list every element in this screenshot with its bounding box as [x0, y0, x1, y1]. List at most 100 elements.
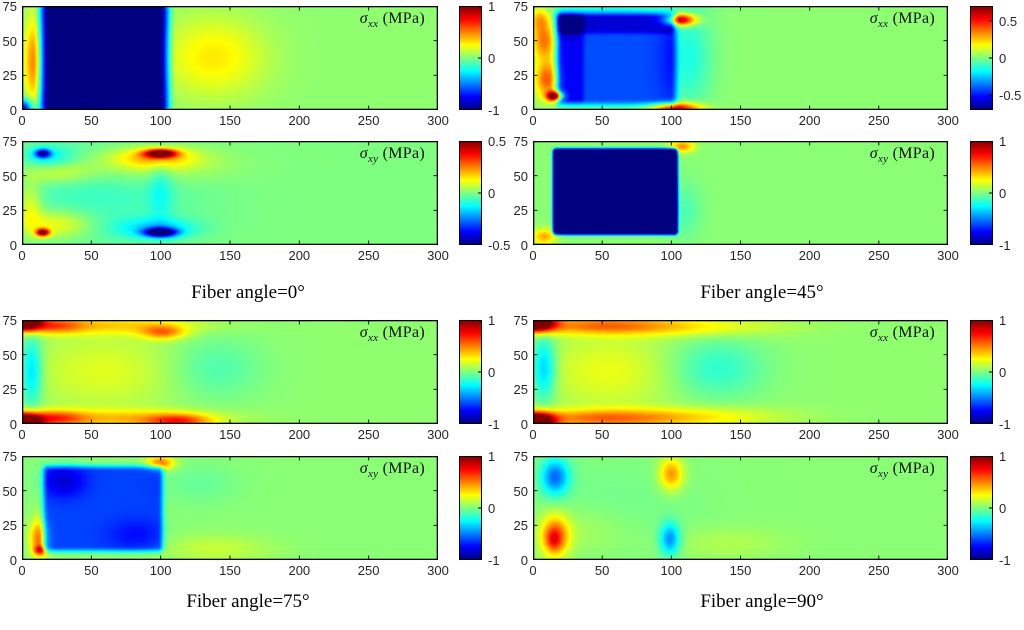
- colorbar-tick-label: -1: [999, 553, 1011, 568]
- x-tick-label: 0: [529, 563, 537, 578]
- heatmap-panel-0deg-sxy: σxy (MPa): [22, 141, 438, 245]
- x-tick-label: 100: [660, 563, 683, 578]
- heatmap-panel-0deg-sxx: σxx (MPa): [22, 6, 438, 110]
- y-tick-label: 75: [2, 0, 17, 14]
- group-caption-0deg: Fiber angle=0°: [191, 282, 305, 303]
- y-tick-label: 0: [9, 553, 17, 568]
- colorbar-75deg-sxy: [459, 456, 482, 560]
- y-tick-label: 50: [513, 347, 528, 363]
- y-tick-label: 50: [513, 168, 528, 184]
- y-tick-label: 25: [2, 382, 17, 398]
- colorbar-tick-label: -1: [488, 553, 500, 568]
- x-tick-label: 300: [427, 427, 449, 442]
- colorbar-tick-label: 1: [488, 313, 496, 328]
- colorbar-0deg-sxy: [459, 141, 482, 245]
- y-tick-label: 75: [2, 134, 17, 149]
- x-tick-label: 150: [729, 563, 752, 578]
- colorbar-tick-label: 0: [488, 365, 496, 380]
- colorbar-tick-label: -1: [488, 103, 500, 118]
- colorbar-0deg-sxx: [459, 6, 482, 110]
- x-tick-label: 150: [729, 113, 752, 128]
- heatmap-panel-45deg-sxy: σxy (MPa): [533, 141, 948, 245]
- y-tick-label: 75: [2, 449, 17, 464]
- heatmap-canvas-75deg-sxy: [22, 456, 438, 560]
- colorbar-75deg-sxx: [459, 320, 482, 424]
- colorbar-tick-label: 0: [999, 186, 1007, 201]
- y-tick-label: 0: [520, 417, 528, 432]
- panel-title: σxx (MPa): [869, 10, 935, 31]
- heatmap-canvas-0deg-sxx: [22, 6, 438, 110]
- y-tick-label: 25: [513, 518, 528, 534]
- colorbar-tick-label: 0: [999, 501, 1007, 516]
- y-tick-label: 50: [2, 347, 17, 363]
- x-tick-label: 100: [149, 113, 172, 128]
- colorbar-tick-label: 1: [999, 313, 1007, 328]
- colorbar-tick-label: 1: [488, 449, 496, 464]
- x-tick-label: 50: [594, 113, 610, 128]
- x-tick-label: 250: [357, 563, 380, 578]
- x-tick-label: 100: [660, 427, 683, 442]
- x-tick-label: 200: [798, 427, 821, 442]
- y-tick-label: 50: [2, 483, 17, 499]
- group-caption-45deg: Fiber angle=45°: [700, 282, 824, 303]
- heatmap-panel-75deg-sxy: σxy (MPa): [22, 456, 438, 560]
- y-tick-label: 50: [2, 33, 17, 49]
- x-tick-label: 100: [660, 248, 683, 263]
- colorbar-90deg-sxx: [970, 320, 993, 424]
- y-tick-label: 25: [2, 203, 17, 219]
- colorbar-tick-label: 0: [999, 365, 1007, 380]
- heatmap-panel-75deg-sxx: σxx (MPa): [22, 320, 438, 424]
- x-tick-label: 100: [149, 248, 172, 263]
- y-tick-label: 75: [513, 134, 528, 149]
- panel-title: σxx (MPa): [359, 10, 425, 31]
- x-tick-label: 100: [149, 563, 172, 578]
- panel-title: σxx (MPa): [869, 324, 935, 345]
- heatmap-canvas-0deg-sxy: [22, 141, 438, 245]
- panel-title: σxy (MPa): [359, 460, 425, 481]
- heatmap-panel-45deg-sxx: σxx (MPa): [533, 6, 948, 110]
- x-tick-label: 50: [84, 563, 99, 578]
- y-tick-label: 25: [2, 68, 17, 84]
- y-tick-label: 0: [520, 553, 528, 568]
- x-tick-label: 50: [594, 427, 610, 442]
- x-tick-label: 50: [594, 248, 610, 263]
- x-tick-label: 0: [18, 427, 26, 442]
- x-tick-label: 50: [84, 248, 99, 263]
- y-tick-label: 75: [513, 0, 528, 14]
- x-tick-label: 50: [84, 427, 99, 442]
- x-tick-label: 150: [219, 427, 241, 442]
- y-tick-label: 0: [9, 103, 17, 118]
- x-tick-label: 150: [729, 427, 752, 442]
- x-tick-label: 100: [660, 113, 683, 128]
- x-tick-label: 0: [18, 248, 26, 263]
- x-tick-label: 0: [529, 427, 537, 442]
- panel-title: σxy (MPa): [359, 145, 425, 166]
- x-tick-label: 150: [219, 113, 241, 128]
- x-tick-label: 200: [798, 563, 821, 578]
- x-tick-label: 300: [937, 113, 959, 128]
- colorbar-tick-label: -1: [999, 417, 1011, 432]
- heatmap-panel-90deg-sxy: σxy (MPa): [533, 456, 948, 560]
- colorbar-tick-label: 0: [488, 501, 496, 516]
- colorbar-tick-label: -0.5: [999, 88, 1022, 104]
- colorbar-tick-label: 0.5: [999, 13, 1018, 29]
- x-tick-label: 50: [84, 113, 99, 128]
- x-tick-label: 0: [529, 113, 537, 128]
- colorbar-90deg-sxy: [970, 456, 993, 560]
- panel-title: σxy (MPa): [869, 460, 935, 481]
- colorbar-tick-label: 1: [488, 0, 496, 14]
- heatmap-canvas-90deg-sxy: [533, 456, 948, 560]
- heatmap-canvas-90deg-sxx: [533, 320, 948, 424]
- group-caption-75deg: Fiber angle=75°: [186, 591, 310, 612]
- x-tick-label: 300: [937, 427, 959, 442]
- y-tick-label: 25: [513, 203, 528, 219]
- x-tick-label: 0: [18, 563, 26, 578]
- x-tick-label: 200: [798, 113, 821, 128]
- x-tick-label: 200: [288, 563, 311, 578]
- x-tick-label: 150: [729, 248, 752, 263]
- x-tick-label: 300: [937, 248, 959, 263]
- y-tick-label: 25: [2, 518, 17, 534]
- group-caption-90deg: Fiber angle=90°: [700, 591, 824, 612]
- x-tick-label: 200: [798, 248, 821, 263]
